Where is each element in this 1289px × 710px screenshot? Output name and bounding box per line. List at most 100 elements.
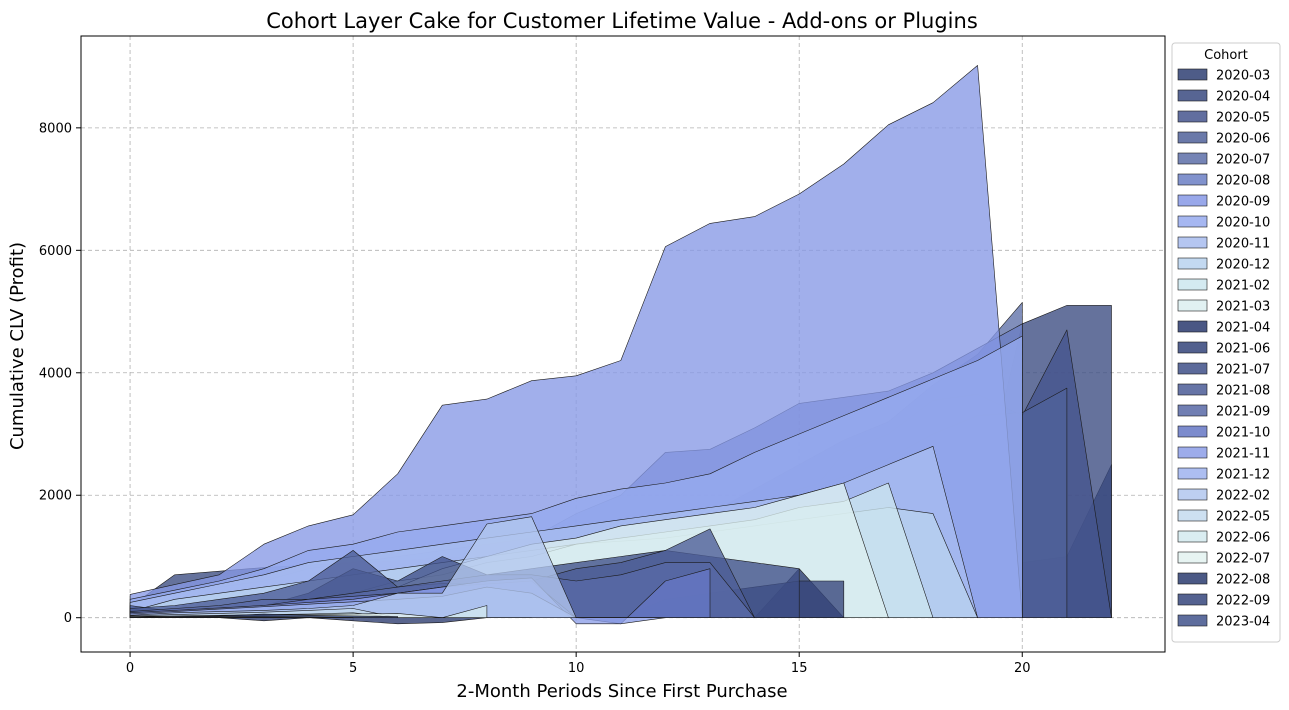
legend-item: 2020-03 (1177, 68, 1270, 84)
legend-swatch (1177, 404, 1208, 417)
legend-item: 2022-07 (1177, 551, 1270, 567)
series-area-2022-02 (129, 516, 622, 618)
legend-item: 2020-05 (1177, 110, 1270, 126)
y-tick-label: 2000 (39, 489, 72, 504)
legend-item: 2020-11 (1177, 236, 1270, 252)
legend-label: 2023-04 (1216, 615, 1270, 630)
legend-swatch (1177, 320, 1208, 333)
legend-label: 2022-09 (1216, 594, 1270, 609)
legend-swatch (1177, 341, 1208, 354)
legend-label: 2020-11 (1216, 237, 1270, 252)
legend-label: 2022-02 (1216, 489, 1270, 504)
legend-swatch (1177, 488, 1208, 501)
legend-item: 2022-02 (1177, 488, 1270, 504)
legend-label: 2021-10 (1216, 426, 1270, 441)
legend-swatch (1177, 614, 1208, 627)
legend-swatch (1177, 173, 1208, 186)
legend-item: 2021-03 (1177, 299, 1270, 315)
legend-swatch (1177, 110, 1208, 123)
legend-swatch (1177, 572, 1208, 585)
legend-swatch (1177, 131, 1208, 144)
legend-item: 2021-08 (1177, 383, 1270, 399)
plot-area: 0 5 10 15 20 0 2000 4000 6000 8000 (39, 35, 1166, 676)
legend-item: 2020-07 (1177, 152, 1270, 168)
series-area-2023-04 (129, 616, 309, 618)
legend-swatch (1177, 152, 1208, 165)
plot-frame (80, 35, 1166, 653)
legend-swatch (1177, 467, 1208, 480)
legend-swatch (1177, 299, 1208, 312)
legend-swatch (1177, 509, 1208, 522)
legend-item: 2020-12 (1177, 257, 1270, 273)
legend-item: 2021-07 (1177, 362, 1270, 378)
legend-label: 2020-08 (1216, 174, 1270, 189)
y-tick-label: 8000 (39, 121, 72, 136)
legend-item: 2021-02 (1177, 278, 1270, 294)
legend-swatch (1177, 257, 1208, 270)
y-tick-label: 4000 (39, 366, 72, 381)
legend-swatch (1177, 383, 1208, 396)
legend-item: 2021-10 (1177, 425, 1270, 441)
legend-item: 2022-08 (1177, 572, 1270, 588)
legend-swatch (1177, 593, 1208, 606)
legend-label: 2021-03 (1216, 300, 1270, 315)
legend-label: 2022-07 (1216, 552, 1270, 567)
legend-swatch (1177, 215, 1208, 228)
legend-label: 2021-04 (1216, 321, 1270, 336)
legend-label: 2021-09 (1216, 405, 1270, 420)
legend-label: 2021-12 (1216, 468, 1270, 483)
legend-item: 2020-06 (1177, 131, 1270, 147)
legend-item: 2022-06 (1177, 530, 1270, 546)
legend-swatch (1177, 278, 1208, 291)
y-tick-label: 6000 (39, 244, 72, 259)
legend-swatch (1177, 89, 1208, 102)
x-axis-label: 2-Month Periods Since First Purchase (456, 681, 787, 702)
legend-swatch (1177, 362, 1208, 375)
x-tick-label: 5 (349, 661, 357, 676)
legend-items: 2020-03 2020-04 2020-05 2020-06 2020-07 2020-… (1177, 68, 1270, 630)
x-tick-label: 20 (1014, 661, 1031, 676)
x-axis-ticks: 0 5 10 15 20 (126, 652, 1031, 676)
legend-title: Cohort (1204, 48, 1248, 63)
series-areas (129, 65, 1112, 625)
legend-label: 2020-10 (1216, 216, 1270, 231)
legend-label: 2020-04 (1216, 90, 1270, 105)
x-tick-label: 0 (126, 661, 134, 676)
legend-swatch (1177, 236, 1208, 249)
legend-label: 2020-09 (1216, 195, 1270, 210)
legend-swatch (1177, 551, 1208, 564)
legend-item: 2021-09 (1177, 404, 1270, 420)
legend-item: 2021-12 (1177, 467, 1270, 483)
legend-item: 2023-04 (1177, 614, 1270, 630)
legend-label: 2021-02 (1216, 279, 1270, 294)
legend-swatch (1177, 194, 1208, 207)
legend-swatch (1177, 425, 1208, 438)
legend-swatch (1177, 446, 1208, 459)
legend-label: 2021-11 (1216, 447, 1270, 462)
legend-label: 2020-03 (1216, 69, 1270, 84)
y-axis-ticks: 0 2000 4000 6000 8000 (39, 121, 81, 626)
legend-item: 2021-06 (1177, 341, 1270, 357)
x-tick-label: 15 (791, 661, 808, 676)
legend: Cohort 2020-032020-042020-052020-062020-… (1171, 42, 1281, 643)
x-tick-label: 10 (568, 661, 585, 676)
y-tick-label: 0 (64, 611, 72, 626)
legend-item: 2020-08 (1177, 173, 1270, 189)
legend-label: 2021-07 (1216, 363, 1270, 378)
legend-item: 2021-04 (1177, 320, 1270, 336)
legend-item: 2020-10 (1177, 215, 1270, 231)
legend-item: 2022-05 (1177, 509, 1270, 525)
legend-swatch (1177, 68, 1208, 81)
legend-label: 2020-07 (1216, 153, 1270, 168)
legend-label: 2022-05 (1216, 510, 1270, 525)
legend-label: 2020-12 (1216, 258, 1270, 273)
legend-swatch (1177, 530, 1208, 543)
legend-item: 2022-09 (1177, 593, 1270, 609)
legend-item: 2020-04 (1177, 89, 1270, 105)
legend-item: 2020-09 (1177, 194, 1270, 210)
legend-label: 2021-06 (1216, 342, 1270, 357)
legend-label: 2020-06 (1216, 132, 1270, 147)
legend-label: 2021-08 (1216, 384, 1270, 399)
legend-label: 2020-05 (1216, 111, 1270, 126)
